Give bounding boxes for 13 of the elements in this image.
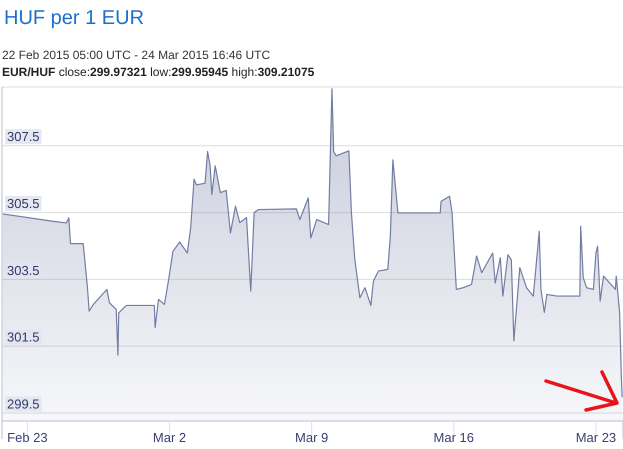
chart-subtitle: 22 Feb 2015 05:00 UTC - 24 Mar 2015 16:46 UTC <box>2 48 270 62</box>
y-tick-label: 305.5 <box>7 196 40 212</box>
x-tick-label: Mar 9 <box>295 430 328 446</box>
y-tick-label: 301.5 <box>7 330 40 345</box>
x-tick-label: Mar 23 <box>576 430 616 446</box>
y-tick-label: 299.5 <box>7 396 40 412</box>
text: EUR/HUF close:299.97321 low:299.95945 high:309.21075 <box>2 65 315 79</box>
x-tick-label: Mar 2 <box>152 430 186 446</box>
y-tick-label: 303.5 <box>7 262 40 278</box>
x-tick-label: Feb 23 <box>7 430 48 446</box>
x-tick-label: Mar 16 <box>434 430 474 446</box>
chart-title: HUF per 1 EUR <box>4 7 144 29</box>
y-tick-label: 307.5 <box>7 129 40 144</box>
